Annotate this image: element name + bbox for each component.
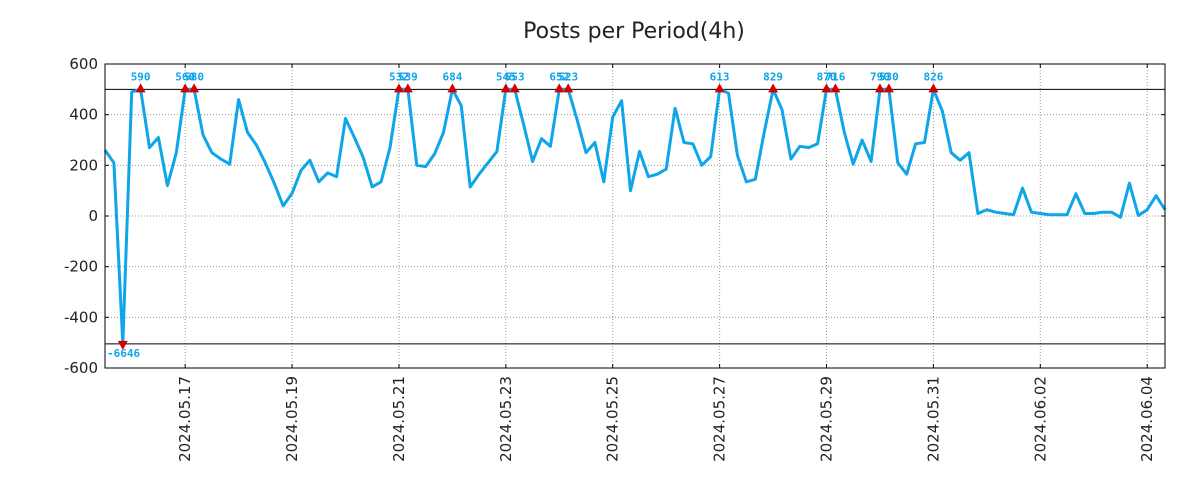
x-tick-label: 2024.05.23 bbox=[497, 376, 515, 462]
x-tick-label: 2024.05.25 bbox=[604, 376, 622, 462]
x-tick-label: 2024.05.31 bbox=[924, 376, 942, 462]
peak-marker bbox=[874, 83, 885, 93]
peak-annotation: 590 bbox=[131, 70, 151, 83]
peak-marker bbox=[189, 83, 200, 93]
peak-marker bbox=[563, 83, 574, 93]
trough-marker bbox=[117, 340, 128, 350]
peak-annotation: 523 bbox=[558, 70, 578, 83]
peak-annotation: 580 bbox=[184, 70, 204, 83]
peak-marker bbox=[768, 83, 779, 93]
peak-marker bbox=[883, 83, 894, 93]
series bbox=[103, 87, 1167, 346]
peak-annotation: 545 bbox=[496, 70, 516, 83]
peak-annotation: 829 bbox=[763, 70, 783, 83]
peak-marker bbox=[554, 83, 565, 93]
y-tick-label: -200 bbox=[64, 258, 98, 276]
peak-annotation: 826 bbox=[923, 70, 943, 83]
plot-frame bbox=[104, 63, 1166, 369]
y-tick-label: 200 bbox=[69, 156, 98, 174]
x-tick-label: 2024.05.27 bbox=[711, 376, 729, 462]
y-tick-label: 600 bbox=[69, 55, 98, 73]
peak-marker bbox=[830, 83, 841, 93]
peak-marker bbox=[821, 83, 832, 93]
series-line bbox=[103, 87, 1167, 346]
x-tick-label: 2024.06.02 bbox=[1031, 376, 1049, 462]
peak-marker bbox=[509, 83, 520, 93]
x-tick-label: 2024.06.04 bbox=[1138, 376, 1156, 462]
peak-annotation: 553 bbox=[505, 70, 525, 83]
peak-annotation: 539 bbox=[398, 70, 418, 83]
peak-marker bbox=[714, 83, 725, 93]
peak-annotation: 870 bbox=[817, 70, 837, 83]
y-tick-label: -400 bbox=[64, 308, 98, 326]
x-tick-label: 2024.05.19 bbox=[283, 376, 301, 462]
peak-marker bbox=[393, 83, 404, 93]
peak-marker bbox=[402, 83, 413, 93]
peak-annotation: 532 bbox=[389, 70, 409, 83]
peak-annotation: 684 bbox=[442, 70, 462, 83]
y-tick-label: 0 bbox=[88, 207, 98, 225]
peak-marker bbox=[500, 83, 511, 93]
peak-marker bbox=[447, 83, 458, 93]
thresholds bbox=[105, 88, 1165, 345]
peak-annotation: 790 bbox=[870, 70, 890, 83]
chart-title: Posts per Period(4h) bbox=[523, 19, 745, 44]
peak-annotation: 530 bbox=[879, 70, 899, 83]
x-tick-label: 2024.05.17 bbox=[176, 376, 194, 462]
y-tick-label: -600 bbox=[64, 359, 98, 377]
x-tick-label: 2024.05.29 bbox=[818, 376, 836, 462]
y-tick-label: 400 bbox=[69, 106, 98, 124]
x-tick-label: 2024.05.21 bbox=[390, 376, 408, 462]
peak-annotation: 560 bbox=[175, 70, 195, 83]
peak-marker bbox=[180, 83, 191, 93]
trough-annotation: -6646 bbox=[107, 347, 140, 360]
peak-annotation: 652 bbox=[549, 70, 569, 83]
peak-annotation: 716 bbox=[825, 70, 845, 83]
peak-annotation: 613 bbox=[710, 70, 730, 83]
peak-marker bbox=[135, 83, 146, 93]
axes: 600 400 200 0 -200 -400 -600 2024.05.17 2024.05.… bbox=[64, 55, 1165, 462]
peak-marker bbox=[928, 83, 939, 93]
